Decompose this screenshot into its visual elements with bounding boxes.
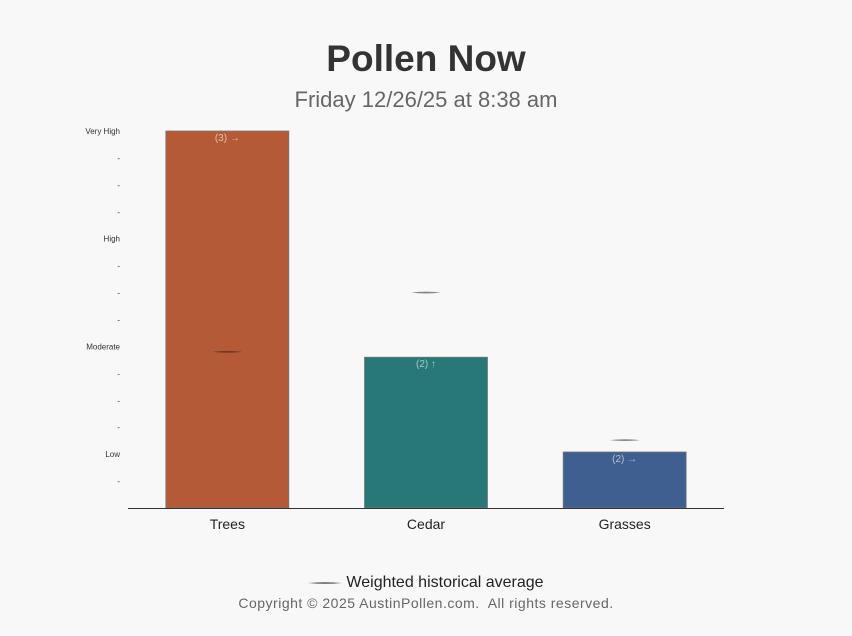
bar-value-label: (2) →: [612, 454, 637, 465]
y-tick-label: -: [117, 477, 120, 486]
y-tick-label: -: [117, 369, 120, 378]
copyright-text: Copyright © 2025 AustinPollen.com. All r…: [238, 595, 614, 611]
y-tick-label: Moderate: [86, 342, 120, 351]
bar: [165, 130, 290, 509]
bar-value-label: (2) ↑: [416, 359, 436, 370]
y-tick-label: -: [117, 181, 120, 190]
bar: [562, 451, 687, 509]
y-tick-label: -: [117, 154, 120, 163]
historical-average-swatch: [308, 582, 343, 584]
bar: [364, 356, 488, 509]
y-tick-label: -: [117, 208, 120, 217]
y-tick-label: -: [117, 289, 120, 298]
y-tick-label: -: [117, 423, 120, 432]
historical-average-marker: [609, 439, 640, 442]
historical-average-marker: [411, 291, 441, 294]
y-tick-label: -: [117, 316, 120, 325]
legend: Weighted historical average: [0, 574, 852, 592]
legend-label: Weighted historical average: [346, 574, 544, 591]
x-tick-label: Trees: [210, 516, 245, 532]
y-tick-label: High: [104, 235, 120, 244]
y-tick-label: Low: [105, 450, 120, 459]
chart-subtitle: Friday 12/26/25 at 8:38 am: [294, 87, 558, 112]
x-tick-label: Grasses: [599, 516, 651, 532]
y-tick-label: Very High: [85, 127, 120, 136]
y-tick-label: -: [117, 396, 120, 405]
y-tick-label: -: [117, 262, 120, 271]
historical-average-marker: [212, 350, 243, 353]
bar-value-label: (3) →: [215, 133, 240, 144]
x-tick-label: Cedar: [407, 516, 445, 532]
chart-title: Pollen Now: [326, 38, 526, 79]
